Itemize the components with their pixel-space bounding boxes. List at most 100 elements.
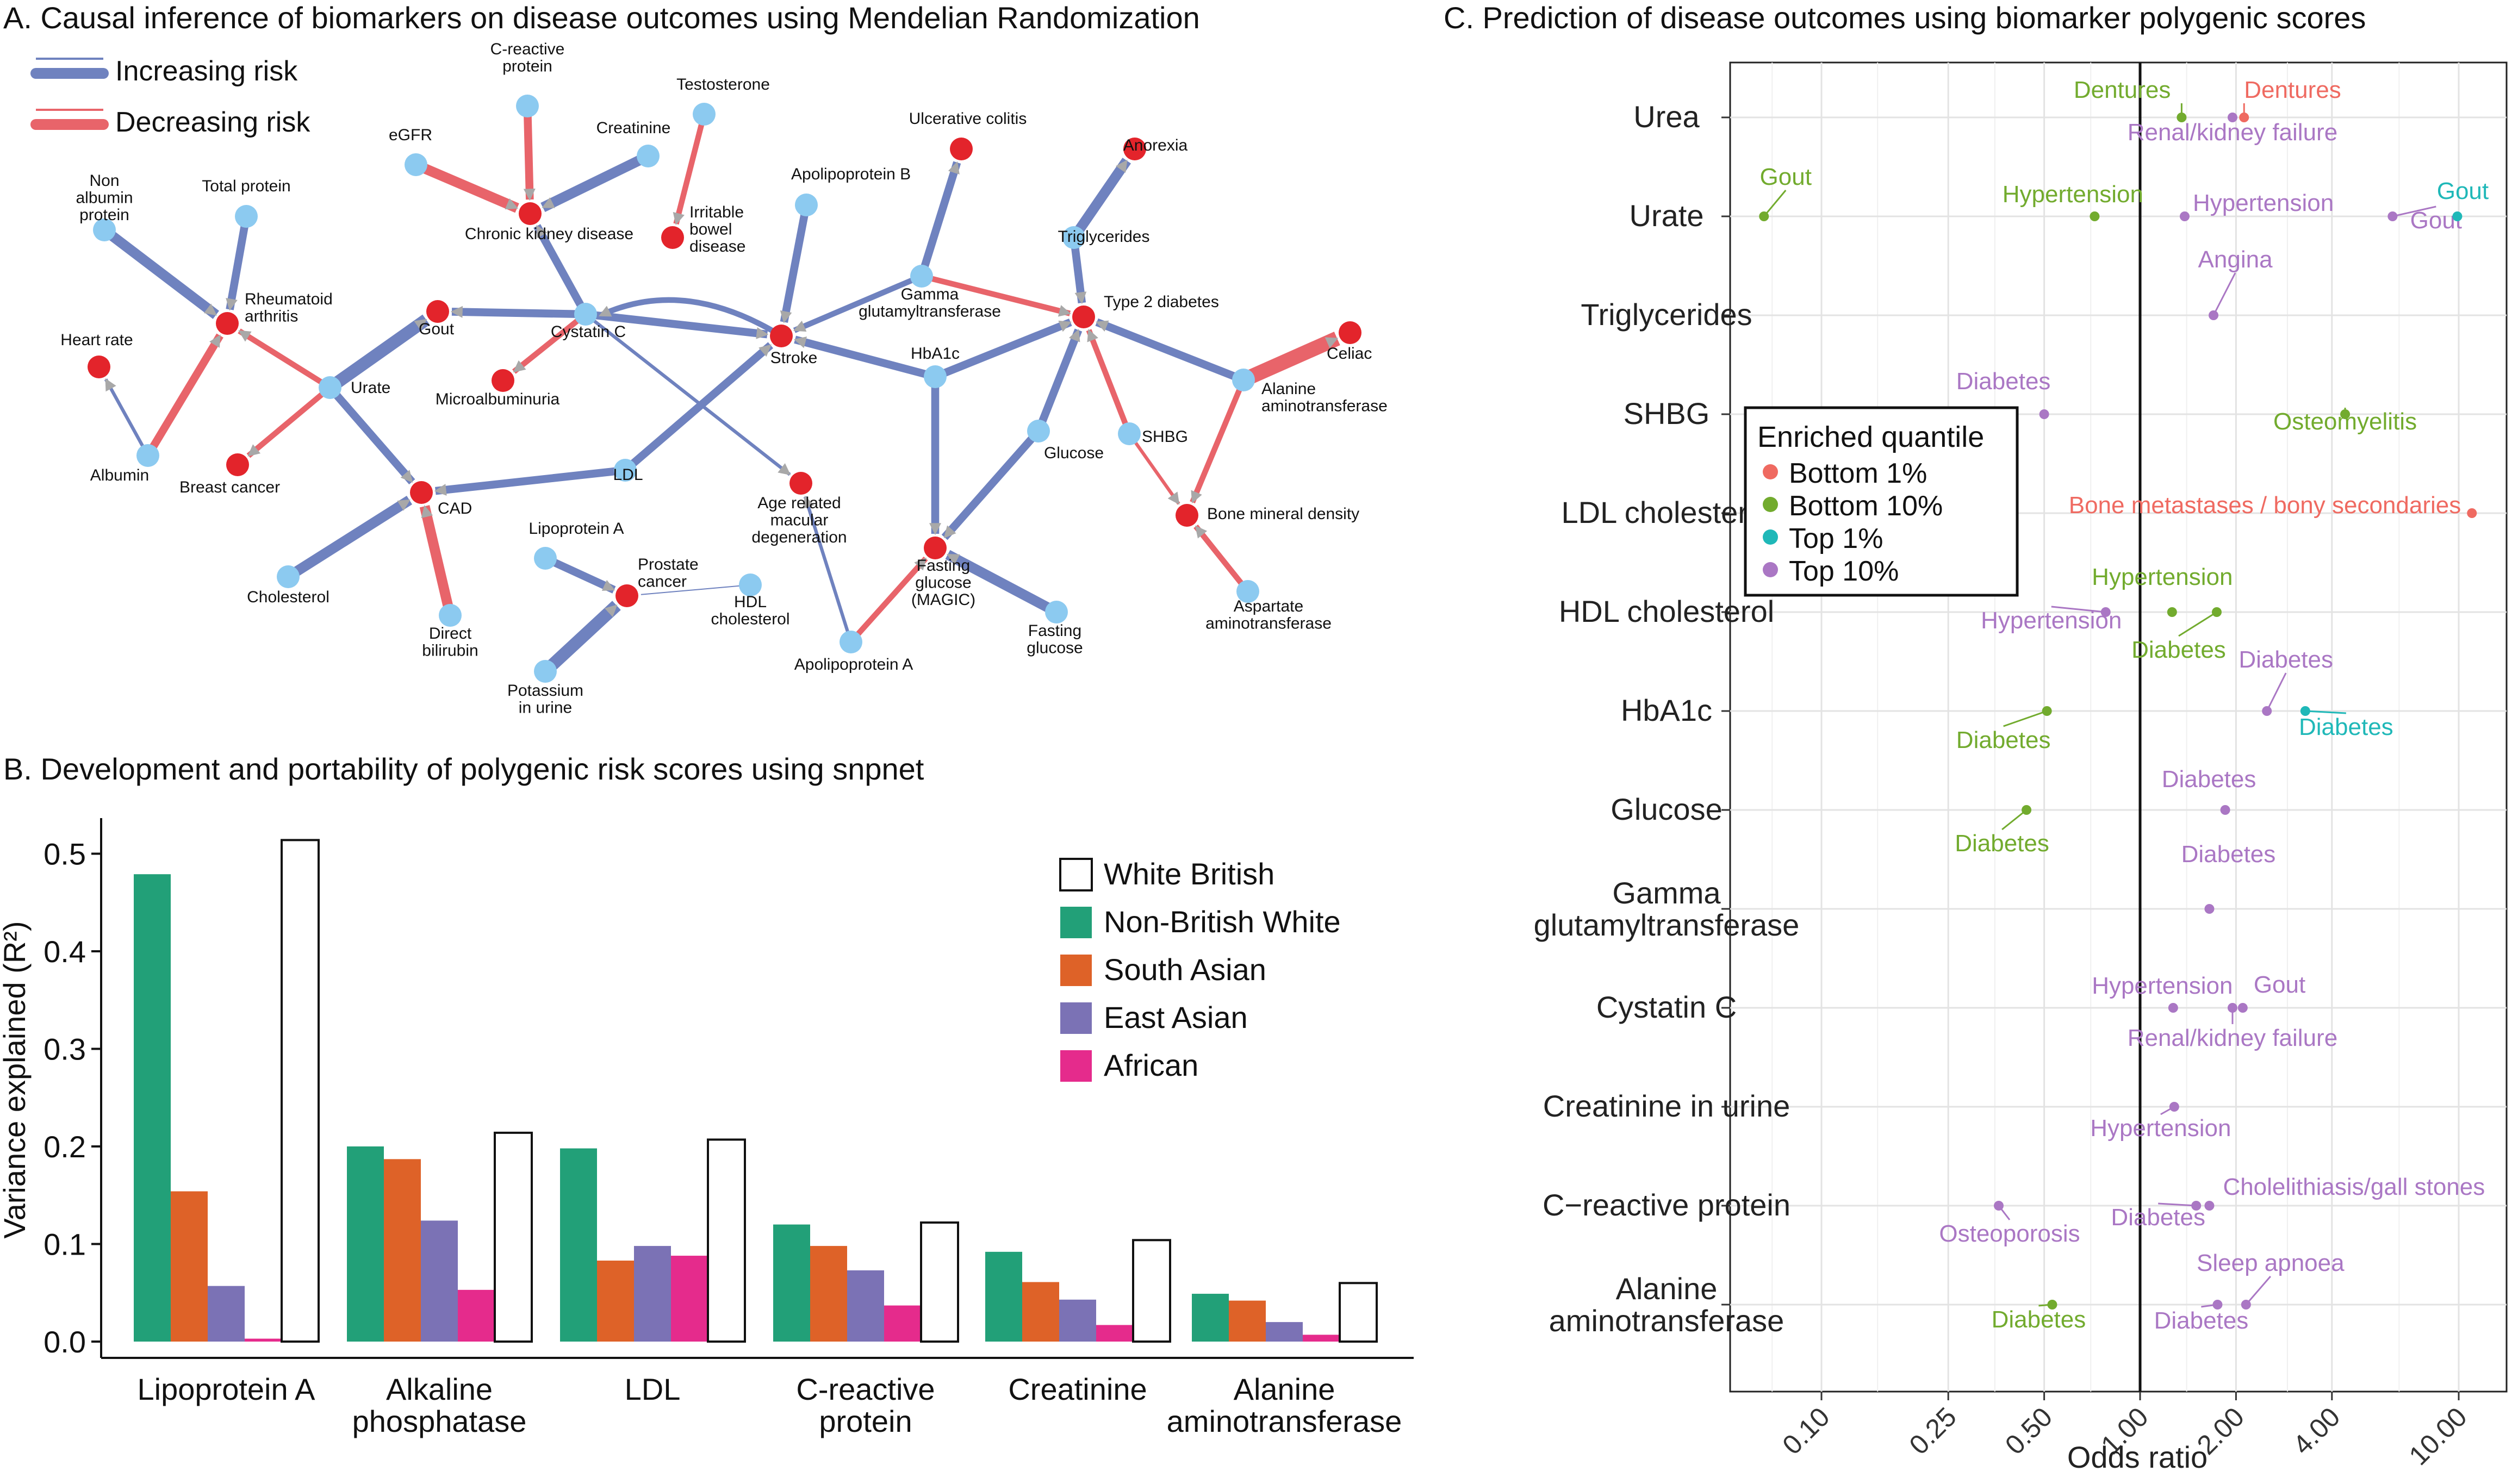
point-glucose-diabetes <box>2220 805 2230 815</box>
bar-legend: White British Non-British White South Asia… <box>1059 857 1341 1082</box>
edge-nap-to-ra <box>101 226 220 319</box>
node-label-apoa: Apolipoprotein A <box>794 656 913 674</box>
bar-african-ldl <box>671 1256 708 1342</box>
edge-glucose-to-fgm <box>941 428 1042 540</box>
bar-east-asian-c-reactive-protein <box>847 1270 884 1342</box>
node-label-hba1c: HbA1c <box>911 345 960 363</box>
bar-marks <box>134 839 1378 1343</box>
edge-kur-to-prostate <box>541 601 621 676</box>
node-chol <box>277 565 300 588</box>
panel-c-title: C. Prediction of disease outcomes using … <box>1444 1 2366 35</box>
edge-stroke-to-cysc <box>598 297 783 339</box>
bar-white-british-creatinine <box>1132 1239 1171 1343</box>
node-apob <box>795 194 818 216</box>
node-prostate <box>615 584 638 607</box>
point-hdl-cholesterol-hypertension <box>2167 607 2177 617</box>
legend-decreasing-label: Decreasing risk <box>115 107 310 138</box>
point-urea-dentures <box>2239 113 2249 122</box>
point-label-renal-kidney-failure: Renal/kidney failure <box>2128 1025 2337 1051</box>
node-ckd <box>519 202 542 225</box>
edge-alt-to-celiac <box>1240 332 1340 387</box>
bar-east-asian-ldl <box>634 1246 671 1342</box>
network-edges <box>101 105 1340 676</box>
bar-african-creatinine <box>1096 1325 1133 1342</box>
x-tick-label-ldl: LDL <box>625 1372 681 1406</box>
point-label-gout: Gout <box>2437 178 2489 204</box>
point-label-hypertension: Hypertension <box>2090 1115 2231 1142</box>
node-label-alb: Albumin <box>90 466 149 484</box>
node-uc <box>950 138 973 160</box>
node-label-kur: Potassium in urine <box>507 682 583 717</box>
node-creat <box>637 145 660 167</box>
bar-african-alkaline-phosphatase <box>458 1289 495 1342</box>
node-t2d <box>1072 305 1095 328</box>
bar-east-asian-alkaline-phosphatase <box>421 1220 458 1342</box>
point-label-hypertension: Hypertension <box>1981 607 2122 634</box>
y-tick-label-urea: Urea <box>1633 99 1700 134</box>
point-label-renal-kidney-failure: Renal/kidney failure <box>2128 119 2337 146</box>
y-tick-label-glucose: Glucose <box>1611 792 1722 826</box>
label-leader-18 <box>2001 809 2028 831</box>
point-shbg-diabetes <box>2039 409 2049 419</box>
plot-panel <box>1729 61 2508 1393</box>
edge-lpa-to-prostate <box>543 554 616 594</box>
node-label-ra: Rheumatoid arthritis <box>245 290 333 326</box>
edge-urate-to-cad <box>327 385 415 485</box>
bar-white-british-alanine-aminotransferase <box>1339 1282 1378 1343</box>
edge-urate-to-gout <box>326 314 430 393</box>
edge-hba1c-to-t2d <box>934 318 1072 381</box>
node-label-uc: Ulcerative colitis <box>909 110 1027 128</box>
panel-c-scatter: C. Prediction of disease outcomes using … <box>1444 1 2508 1474</box>
node-gout <box>426 300 449 323</box>
edge-egfr-to-ckd <box>414 160 519 213</box>
point-label-hypertension: Hypertension <box>2003 181 2143 208</box>
bar-east-asian-alanine-aminotransferase <box>1266 1322 1303 1342</box>
point-c-reactive-protein-cholelithiasis-gall-stones <box>2204 1201 2215 1211</box>
node-testo <box>693 103 716 126</box>
point-hba1c-diabetes <box>2042 706 2052 716</box>
node-label-fg: Fasting glucose <box>1027 622 1083 657</box>
node-label-testo: Testosterone <box>676 76 770 93</box>
bar-non-british-white-alkaline-phosphatase <box>347 1146 384 1342</box>
x-tick-label: 0.50 <box>1999 1401 2058 1460</box>
bar-white-british-c-reactive-protein <box>920 1221 959 1343</box>
point-glucose-diabetes <box>2022 805 2032 815</box>
point-cystatin-c-hypertension <box>2168 1003 2178 1013</box>
node-alt <box>1232 369 1255 391</box>
bar-white-british-ldl <box>707 1138 746 1343</box>
point-label-diabetes: Diabetes <box>1955 830 2049 857</box>
node-label-urate: Urate <box>351 379 390 397</box>
node-label-bmd: Bone mineral density <box>1207 505 1359 523</box>
node-cysc <box>574 303 597 326</box>
x-axis-label: Odds ratio <box>2067 1440 2208 1474</box>
point-triglycerides-angina <box>2209 310 2219 320</box>
x-tick-label-c-reactive-protein: C-reactive protein <box>796 1372 935 1438</box>
node-hr <box>88 356 110 378</box>
node-label-creat: Creatinine <box>596 119 671 137</box>
edge-alb-to-hr <box>104 378 150 457</box>
panel-a-title: A. Causal inference of biomarkers on dis… <box>3 1 1200 35</box>
legend-dot-bottom-1 <box>1763 464 1778 479</box>
bar-non-british-white-alanine-aminotransferase <box>1192 1294 1229 1342</box>
bar-south-asian-c-reactive-protein <box>810 1246 847 1342</box>
network-nodes <box>88 95 1361 683</box>
edge-alt-to-bmd <box>1190 378 1246 504</box>
legend-label-african: African <box>1104 1048 1198 1082</box>
node-celiac <box>1339 321 1361 344</box>
edge-ggt-to-t2d <box>921 273 1071 317</box>
x-tick-label-creatinine: Creatinine <box>1008 1372 1147 1406</box>
y-tick-label-ldl-cholesterol: LDL cholesterol <box>1561 495 1771 529</box>
edge-glucose-to-t2d <box>1035 328 1083 433</box>
bar-south-asian-ldl <box>597 1261 634 1342</box>
x-tick-label: 0.10 <box>1776 1401 1835 1460</box>
label-leader-30 <box>2245 1276 2271 1305</box>
node-label-anorexia: Anorexia <box>1123 136 1188 154</box>
node-label-nap: Non albumin protein <box>76 172 133 224</box>
network-labels: C-reactive protein Testosterone Creatinine e… <box>60 40 1387 717</box>
node-label-amd: Age related macular degeneration <box>751 494 847 546</box>
y-tick-label-triglycerides: Triglycerides <box>1581 297 1752 332</box>
edge-apoa-to-amd <box>803 495 853 643</box>
point-creatinine-in-urine-hypertension <box>2169 1102 2179 1112</box>
point-urea-renal-kidney-failure <box>2227 113 2237 122</box>
